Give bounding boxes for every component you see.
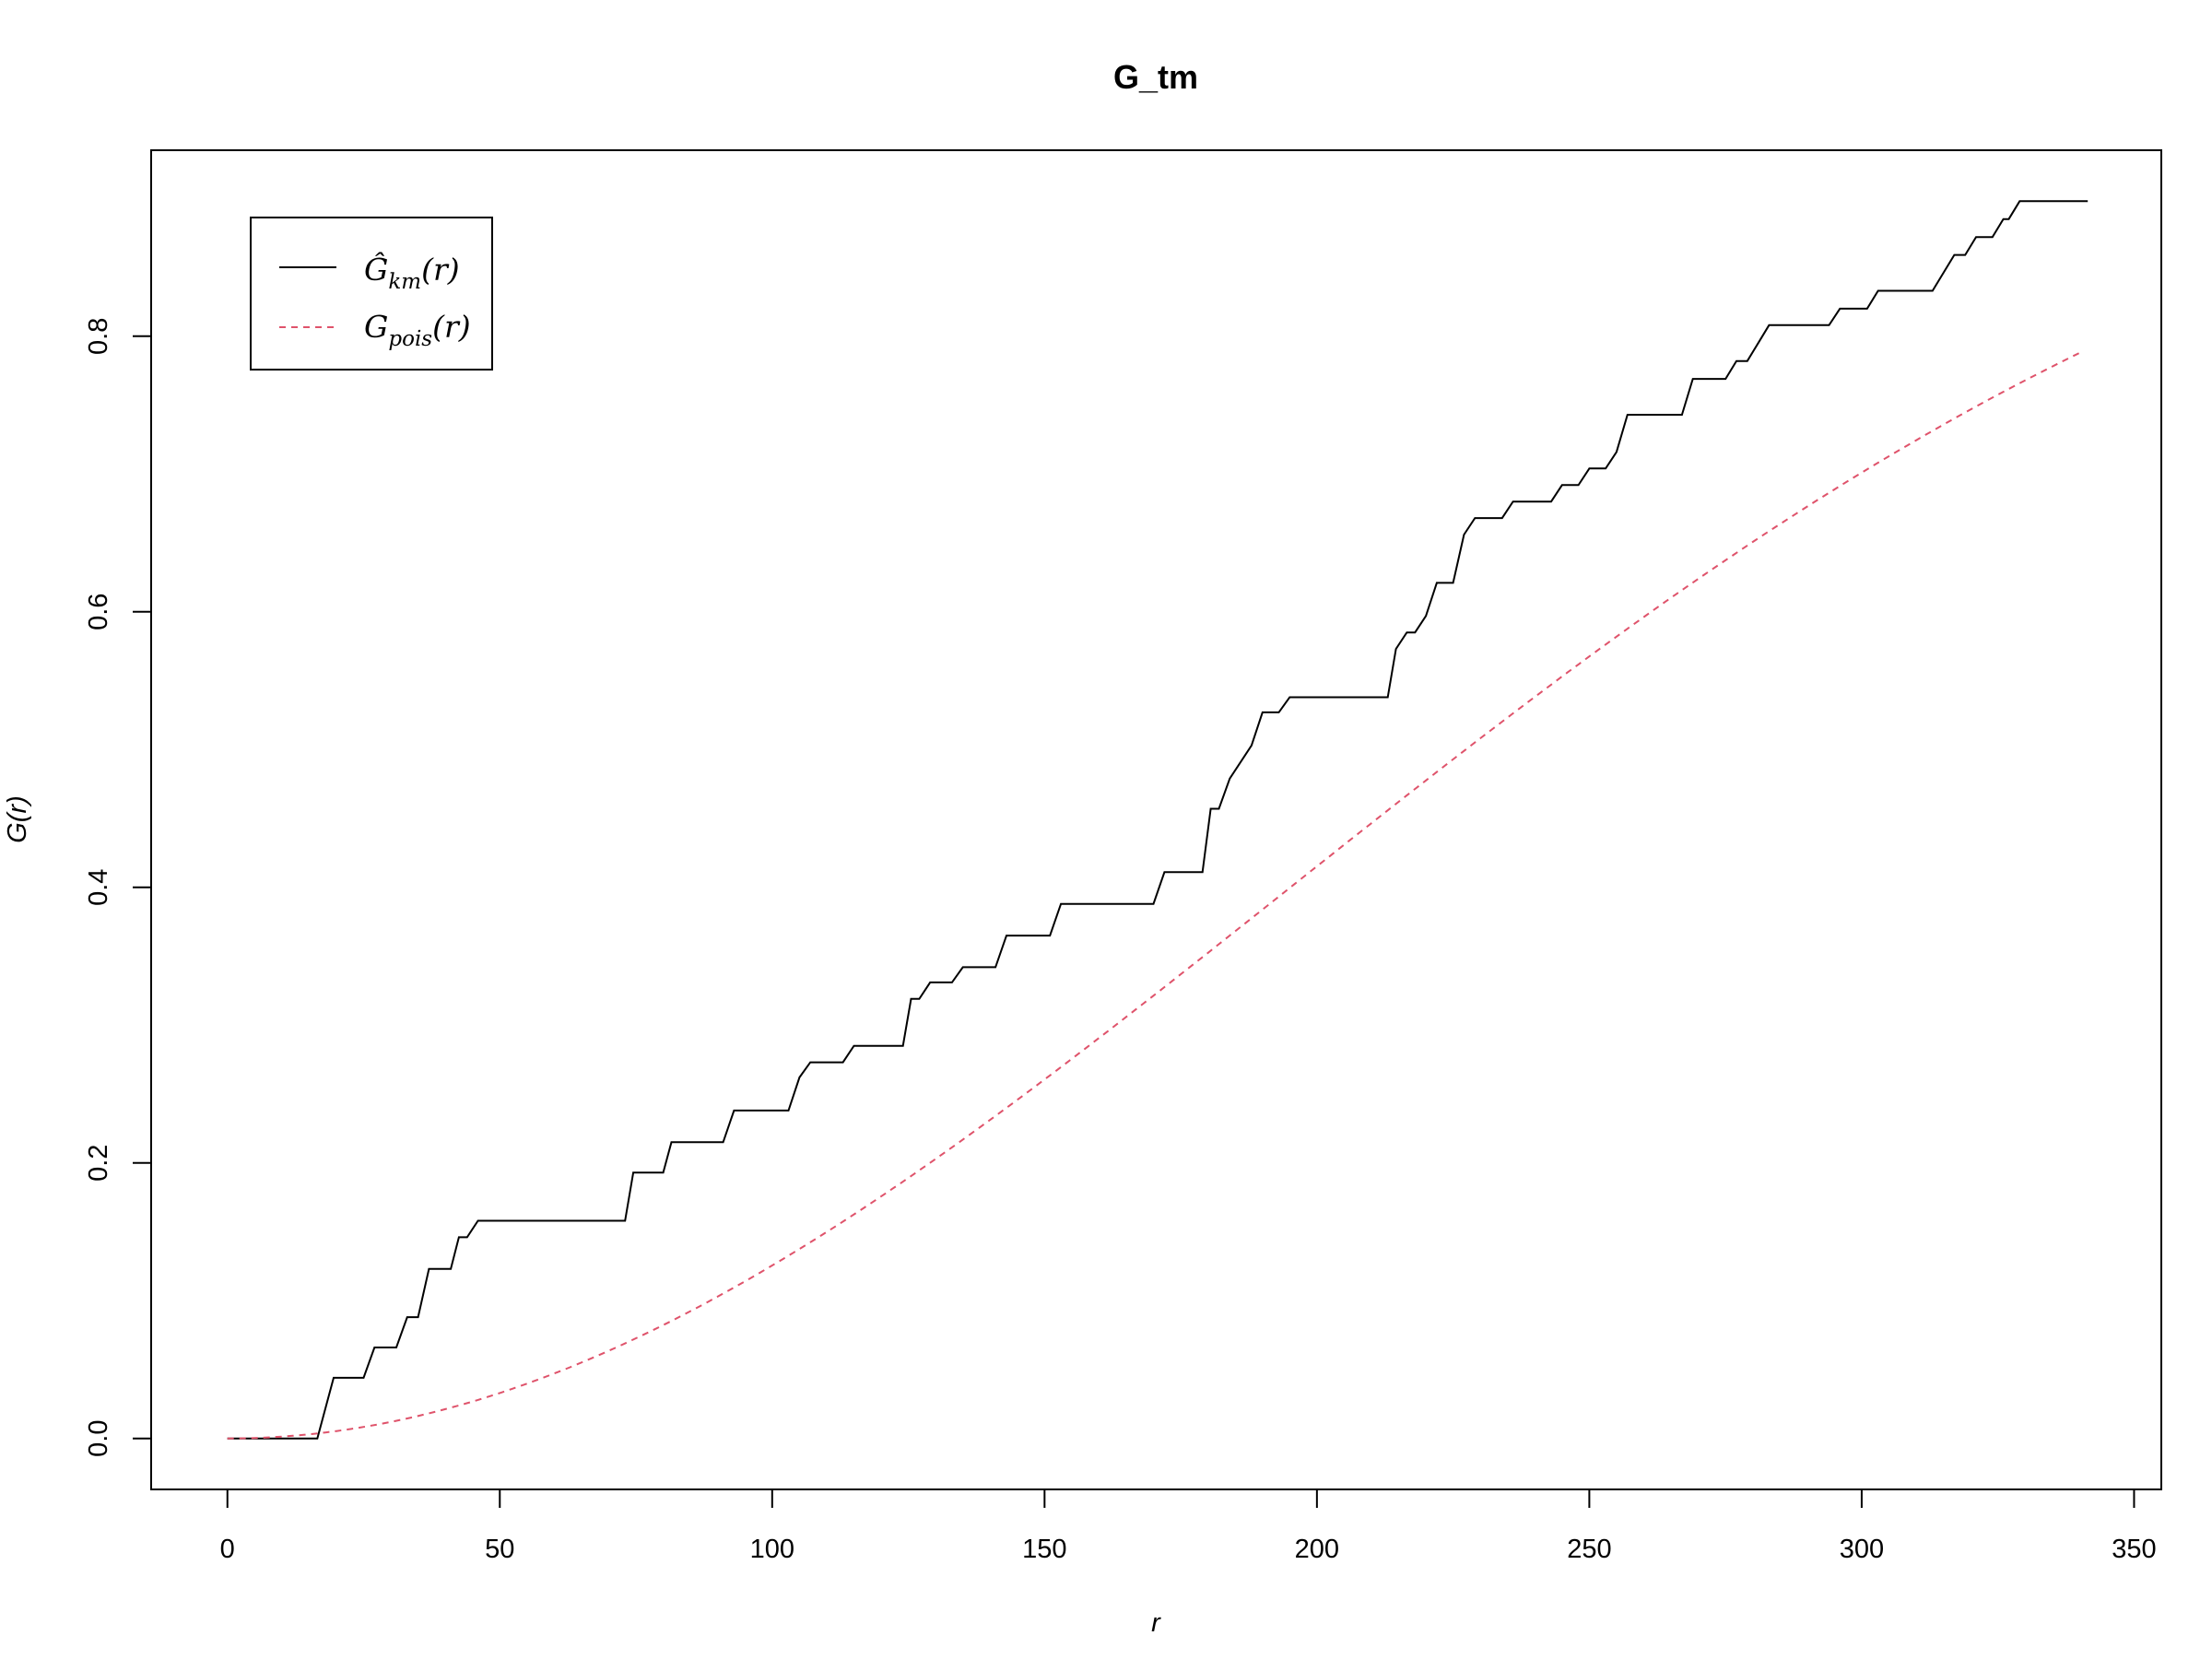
x-tick-label: 300 bbox=[1840, 1535, 1884, 1564]
svg-text:G(r): G(r) bbox=[3, 795, 32, 843]
x-tick-label: 250 bbox=[1567, 1535, 1611, 1564]
legend-label-km: Ĝkm(r) bbox=[364, 251, 460, 294]
series-line-pois bbox=[227, 352, 2080, 1440]
y-tick-label: 0.2 bbox=[84, 1145, 113, 1182]
svg-text:0.0: 0.0 bbox=[84, 1420, 113, 1457]
legend-label-pois: Gpois(r) bbox=[364, 309, 471, 351]
x-tick-label: 200 bbox=[1295, 1535, 1339, 1564]
svg-text:0.4: 0.4 bbox=[84, 869, 113, 906]
x-tick-label: 350 bbox=[2112, 1535, 2156, 1564]
y-tick-label: 0.6 bbox=[84, 594, 113, 630]
y-axis: 0.0 0.2 0.4 0.6 0.8 bbox=[84, 318, 152, 1457]
legend: Ĝkm(r) Gpois(r) bbox=[250, 217, 493, 371]
svg-text:0.2: 0.2 bbox=[84, 1145, 113, 1182]
y-tick-label: 0.0 bbox=[84, 1420, 113, 1457]
x-axis: 0 50 100 150 200 250 300 350 bbox=[220, 1488, 2157, 1564]
series-layer bbox=[227, 200, 2088, 1440]
svg-text:0.8: 0.8 bbox=[84, 318, 113, 355]
series-line-km bbox=[227, 200, 2088, 1440]
x-tick-label: 50 bbox=[485, 1535, 514, 1564]
y-tick-label: 0.8 bbox=[84, 318, 113, 355]
y-tick-label: 0.4 bbox=[84, 869, 113, 906]
x-tick-label: 0 bbox=[220, 1535, 235, 1564]
x-tick-label: 100 bbox=[750, 1535, 794, 1564]
legend-box bbox=[250, 217, 493, 371]
chart-title: G_tm bbox=[1113, 58, 1198, 96]
svg-text:0.6: 0.6 bbox=[84, 594, 113, 630]
y-axis-label: G(r) bbox=[3, 795, 32, 843]
x-axis-label: r bbox=[1151, 1608, 1161, 1638]
x-tick-label: 150 bbox=[1022, 1535, 1066, 1564]
